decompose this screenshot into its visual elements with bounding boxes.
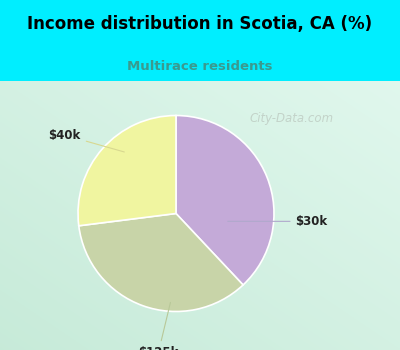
Text: City-Data.com: City-Data.com [250,112,334,125]
Text: $40k: $40k [48,128,124,152]
Text: $125k: $125k [138,302,178,350]
Wedge shape [176,116,274,285]
Text: Income distribution in Scotia, CA (%): Income distribution in Scotia, CA (%) [28,15,372,33]
Text: Multirace residents: Multirace residents [127,60,273,72]
Wedge shape [78,116,176,226]
Text: $30k: $30k [228,215,328,228]
Wedge shape [79,214,243,312]
